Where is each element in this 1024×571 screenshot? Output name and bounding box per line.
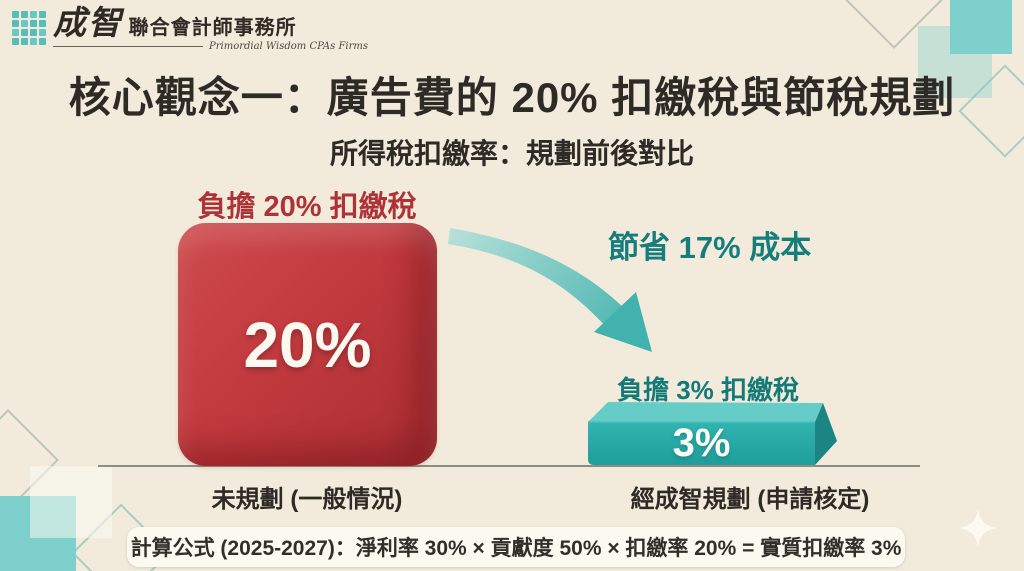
baseline-axis xyxy=(98,465,920,467)
logo-name-rest: 聯合會計師事務所 xyxy=(128,15,297,39)
after-bar-label: 負擔 3% 扣繳稅 xyxy=(616,375,800,405)
before-bar-value: 20% xyxy=(243,308,372,381)
logo-name: 成智 聯合會計師事務所 xyxy=(53,6,368,39)
savings-label: 節省 17% 成本 xyxy=(608,230,812,265)
logo-tagline-row: Primordial Wisdom CPAs Firms xyxy=(53,41,368,52)
decor-square-top-right xyxy=(950,0,1012,54)
formula-box: 計算公式 (2025-2027)：淨利率 30% × 貢獻度 50% × 扣繳率… xyxy=(127,527,905,567)
logo: 成智 聯合會計師事務所 Primordial Wisdom CPAs Firms xyxy=(12,6,368,52)
after-caption: 經成智規劃 (申請核定) xyxy=(630,486,870,513)
chart-subtitle: 所得稅扣繳率：規劃前後對比 xyxy=(329,138,694,169)
logo-rule xyxy=(53,46,203,47)
decor-square-bottom-left-light xyxy=(30,466,112,538)
before-bar: 20% xyxy=(178,223,437,466)
formula-text: 計算公式 (2025-2027)：淨利率 30% × 貢獻度 50% × 扣繳率… xyxy=(130,537,902,560)
logo-name-main: 成智 xyxy=(53,3,123,42)
after-bar-value-text: 3% xyxy=(672,421,731,465)
sparkle-icon xyxy=(959,509,997,547)
before-bar-label: 負擔 20% 扣繳稅 xyxy=(197,191,417,223)
before-caption: 未規劃 (一般情況) xyxy=(211,486,403,513)
after-bar xyxy=(588,402,837,465)
logo-text: 成智 聯合會計師事務所 Primordial Wisdom CPAs Firms xyxy=(53,6,368,52)
after-bar-value: 3% xyxy=(588,421,815,466)
logo-tagline: Primordial Wisdom CPAs Firms xyxy=(209,41,368,52)
logo-grid-icon xyxy=(12,11,46,45)
page-title: 核心觀念一：廣告費的 20% 扣繳稅與節稅規劃 xyxy=(68,74,956,121)
